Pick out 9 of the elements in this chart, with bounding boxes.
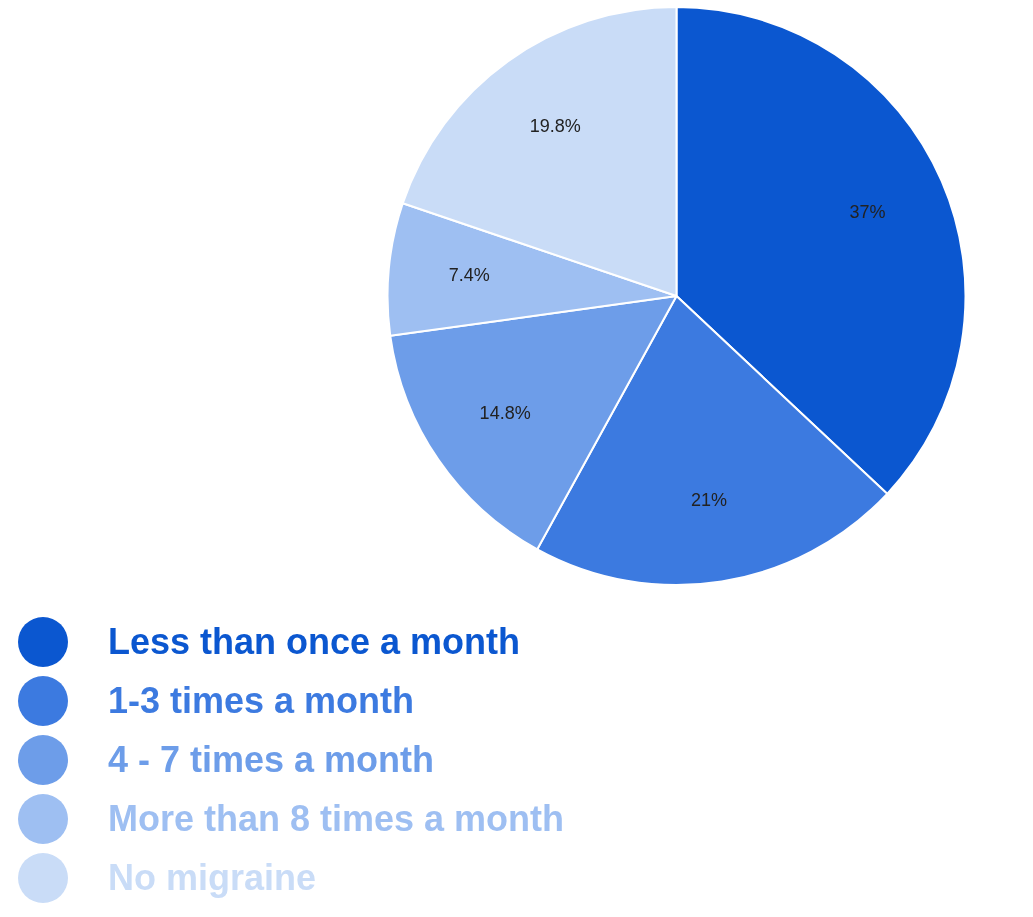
legend-label: 4 - 7 times a month — [108, 738, 435, 781]
data-label: 19.8% — [529, 115, 581, 136]
legend-label: More than 8 times a month — [108, 797, 565, 840]
legend-label: Less than once a month — [108, 620, 521, 663]
data-label: 14.8% — [479, 403, 531, 424]
data-label: 7.4% — [448, 265, 490, 286]
legend-label: 1-3 times a month — [108, 679, 415, 722]
data-label: 21% — [691, 490, 728, 511]
data-label: 37% — [849, 202, 886, 223]
